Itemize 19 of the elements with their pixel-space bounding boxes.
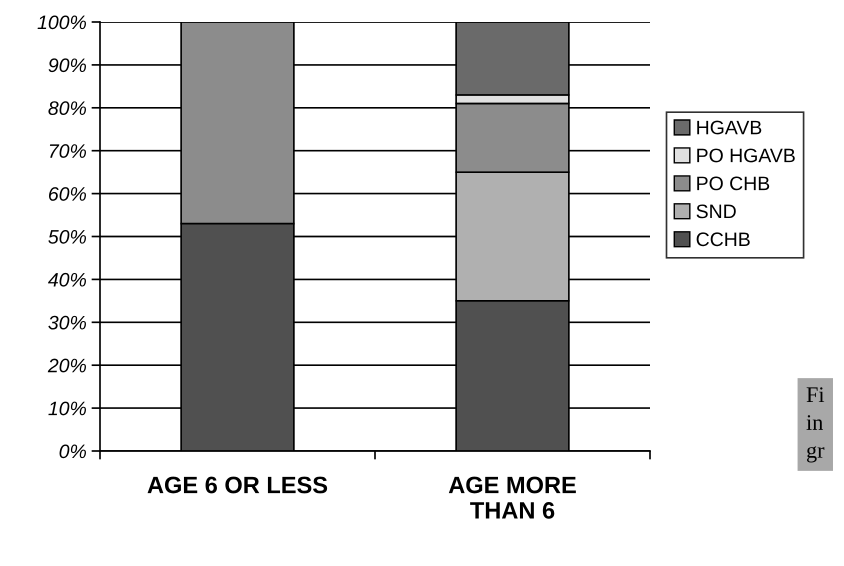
y-tick-label: 20% bbox=[48, 358, 86, 372]
y-tick-label: 30% bbox=[48, 316, 86, 330]
y-tick-label: 70% bbox=[50, 144, 86, 158]
legend-label: HGAVB bbox=[697, 120, 762, 134]
legend-label: PO HGAVB bbox=[697, 148, 795, 162]
legend-label: PO CHB bbox=[697, 176, 770, 190]
y-tick-label: 10% bbox=[48, 402, 86, 416]
y-tick-label: 0% bbox=[60, 444, 86, 458]
x-tick-label: AGE MORE THAN 6 bbox=[448, 476, 576, 519]
text: Fi in gr bbox=[806, 387, 824, 462]
legend-label: SND bbox=[696, 204, 736, 218]
y-tick-label: 90% bbox=[48, 58, 86, 72]
x-tick-label: AGE 6 OR LESS bbox=[148, 476, 328, 494]
y-tick-label: 40% bbox=[48, 272, 86, 287]
y-tick-label: 60% bbox=[48, 187, 86, 201]
y-tick-label: 50% bbox=[48, 230, 86, 244]
y-tick-label: 80% bbox=[48, 101, 86, 116]
legend-label: CCHB bbox=[696, 232, 750, 246]
y-tick-label: 100% bbox=[38, 15, 86, 30]
